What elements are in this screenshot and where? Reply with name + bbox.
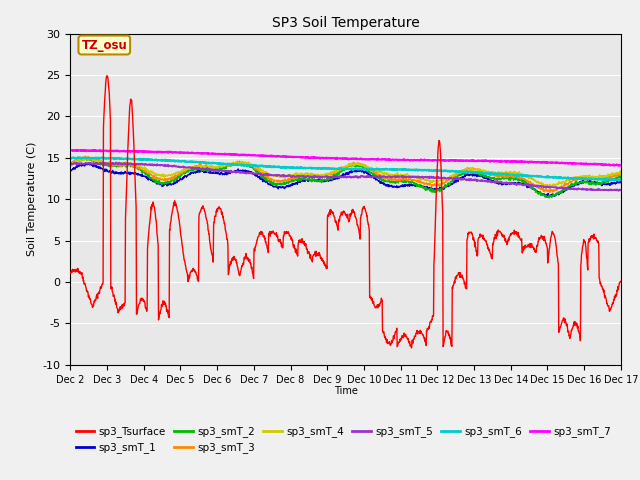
- Legend: sp3_Tsurface, sp3_smT_1, sp3_smT_2, sp3_smT_3, sp3_smT_4, sp3_smT_5, sp3_smT_6, : sp3_Tsurface, sp3_smT_1, sp3_smT_2, sp3_…: [76, 426, 611, 453]
- Line: sp3_smT_4: sp3_smT_4: [70, 158, 621, 187]
- sp3_smT_1: [312, 178, 319, 183]
- sp3_smT_7: [617, 163, 625, 168]
- sp3_smT_5: [617, 187, 625, 193]
- X-axis label: Time: Time: [333, 386, 358, 396]
- sp3_Tsurface: [67, 270, 74, 276]
- sp3_smT_5: [67, 160, 74, 166]
- sp3_smT_2: [617, 175, 625, 180]
- sp3_smT_7: [611, 163, 618, 168]
- sp3_smT_6: [67, 155, 74, 160]
- Line: sp3_smT_6: sp3_smT_6: [70, 157, 621, 180]
- sp3_smT_4: [132, 161, 140, 167]
- sp3_smT_4: [67, 162, 74, 168]
- sp3_smT_1: [617, 179, 625, 185]
- Line: sp3_smT_2: sp3_smT_2: [70, 158, 621, 198]
- sp3_smT_3: [322, 173, 330, 179]
- sp3_Tsurface: [408, 345, 415, 351]
- sp3_smT_6: [132, 156, 140, 162]
- sp3_Tsurface: [132, 198, 140, 204]
- sp3_smT_1: [67, 168, 74, 173]
- sp3_smT_6: [617, 177, 625, 182]
- sp3_smT_6: [312, 166, 319, 171]
- Y-axis label: Soil Temperature (C): Soil Temperature (C): [27, 142, 37, 256]
- sp3_smT_3: [380, 175, 388, 180]
- sp3_Tsurface: [103, 73, 111, 79]
- sp3_smT_2: [83, 155, 91, 161]
- sp3_smT_4: [82, 155, 90, 161]
- sp3_smT_5: [300, 173, 308, 179]
- sp3_smT_3: [546, 190, 554, 195]
- sp3_smT_5: [109, 161, 117, 167]
- sp3_smT_2: [546, 195, 554, 201]
- sp3_smT_1: [380, 180, 388, 186]
- sp3_smT_5: [380, 173, 388, 179]
- sp3_smT_7: [312, 155, 319, 161]
- sp3_smT_7: [109, 148, 117, 154]
- sp3_smT_4: [109, 161, 117, 167]
- sp3_smT_2: [300, 176, 308, 181]
- sp3_smT_1: [82, 160, 90, 166]
- sp3_Tsurface: [300, 240, 308, 246]
- sp3_smT_3: [617, 172, 625, 178]
- sp3_smT_7: [322, 155, 330, 161]
- Text: TZ_osu: TZ_osu: [81, 38, 127, 51]
- sp3_smT_1: [546, 193, 554, 199]
- sp3_smT_6: [109, 156, 117, 161]
- sp3_smT_2: [67, 164, 74, 169]
- sp3_smT_6: [74, 155, 82, 160]
- sp3_smT_2: [132, 163, 140, 169]
- sp3_smT_1: [109, 170, 117, 176]
- sp3_Tsurface: [322, 264, 330, 269]
- sp3_smT_4: [322, 172, 330, 178]
- sp3_smT_5: [322, 174, 330, 180]
- Line: sp3_smT_5: sp3_smT_5: [70, 162, 621, 191]
- sp3_Tsurface: [109, 293, 117, 299]
- sp3_smT_2: [380, 178, 388, 183]
- sp3_Tsurface: [380, 329, 388, 335]
- sp3_smT_2: [109, 163, 117, 169]
- sp3_smT_7: [67, 147, 74, 153]
- sp3_smT_4: [380, 170, 388, 176]
- sp3_smT_3: [67, 161, 74, 167]
- sp3_smT_6: [322, 166, 330, 172]
- sp3_smT_5: [312, 174, 319, 180]
- sp3_smT_1: [132, 170, 140, 176]
- sp3_smT_1: [322, 178, 330, 184]
- sp3_smT_4: [617, 169, 625, 175]
- sp3_smT_7: [300, 155, 308, 160]
- sp3_smT_6: [300, 165, 308, 170]
- sp3_smT_7: [380, 156, 388, 162]
- sp3_Tsurface: [312, 253, 319, 259]
- sp3_smT_4: [312, 172, 319, 178]
- sp3_smT_1: [300, 177, 308, 182]
- sp3_smT_7: [74, 147, 81, 153]
- sp3_smT_2: [322, 178, 330, 183]
- sp3_smT_6: [380, 167, 388, 172]
- sp3_smT_4: [300, 172, 308, 178]
- sp3_Tsurface: [617, 278, 625, 284]
- Line: sp3_Tsurface: sp3_Tsurface: [70, 76, 621, 348]
- Line: sp3_smT_7: sp3_smT_7: [70, 150, 621, 166]
- sp3_smT_5: [615, 188, 623, 194]
- sp3_smT_5: [112, 159, 120, 165]
- sp3_smT_3: [300, 172, 308, 178]
- Line: sp3_smT_1: sp3_smT_1: [70, 163, 621, 196]
- sp3_smT_4: [546, 184, 554, 190]
- sp3_smT_7: [132, 149, 140, 155]
- sp3_smT_3: [82, 154, 90, 159]
- Title: SP3 Soil Temperature: SP3 Soil Temperature: [272, 16, 419, 30]
- sp3_smT_2: [312, 178, 319, 184]
- sp3_smT_3: [109, 164, 117, 169]
- sp3_smT_6: [616, 178, 623, 183]
- sp3_smT_5: [132, 161, 140, 167]
- sp3_smT_3: [132, 163, 140, 169]
- Line: sp3_smT_3: sp3_smT_3: [70, 156, 621, 192]
- sp3_smT_3: [312, 174, 319, 180]
